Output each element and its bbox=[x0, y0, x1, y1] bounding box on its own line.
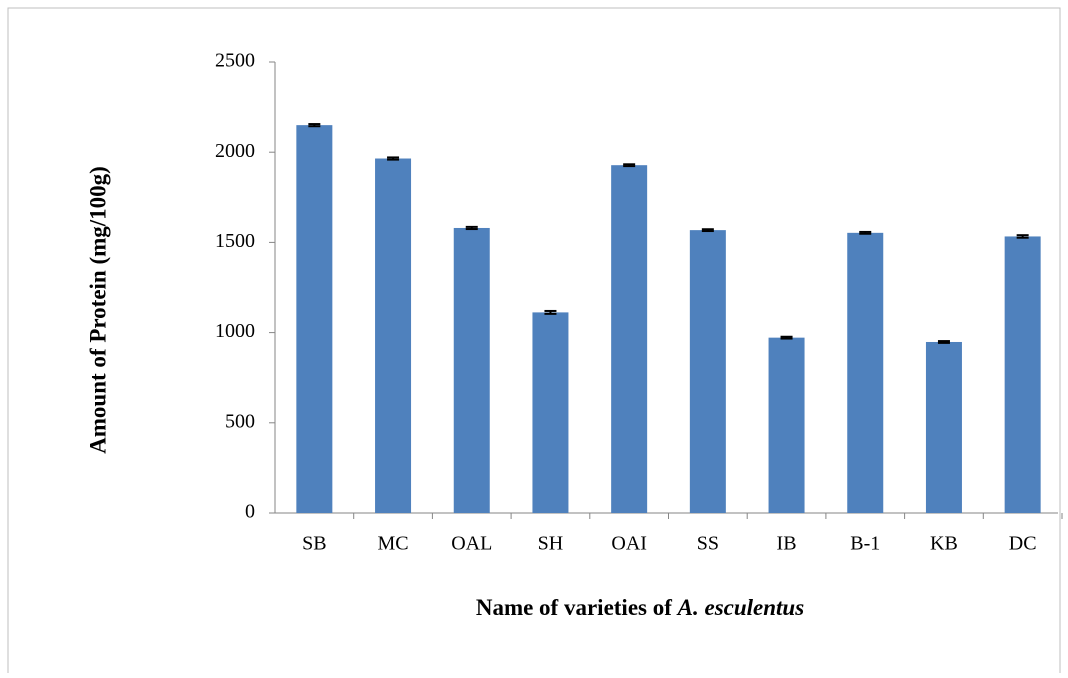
x-tick-label: OAI bbox=[611, 533, 647, 555]
x-axis-title: Name of varieties of A. esculentus bbox=[476, 595, 804, 620]
bar bbox=[611, 165, 648, 514]
x-axis-title-part: Name of varieties of bbox=[476, 595, 678, 620]
y-tick-label: 1000 bbox=[215, 320, 255, 342]
x-tick-label: SH bbox=[538, 533, 564, 555]
bar bbox=[689, 230, 726, 513]
error-bar bbox=[1016, 234, 1029, 239]
x-tick-label: SS bbox=[697, 533, 719, 555]
bar bbox=[925, 341, 962, 513]
error-bar bbox=[859, 230, 872, 235]
bar bbox=[768, 337, 805, 513]
x-tick-label: B-1 bbox=[850, 533, 880, 555]
error-bar bbox=[780, 335, 793, 340]
x-tick-label: DC bbox=[1009, 533, 1037, 555]
y-axis-title: Amount of Protein (mg/100g) bbox=[85, 166, 110, 454]
chart-border bbox=[7, 7, 1061, 673]
y-tick-label: 2000 bbox=[215, 140, 255, 162]
bar bbox=[532, 312, 569, 513]
error-bar bbox=[387, 156, 400, 161]
y-tick-label: 2500 bbox=[215, 50, 255, 72]
error-bar bbox=[937, 340, 950, 344]
y-tick-label: 1500 bbox=[215, 230, 255, 252]
x-tick-label: IB bbox=[777, 533, 797, 555]
bar bbox=[453, 227, 490, 513]
x-tick-label: MC bbox=[377, 533, 408, 555]
error-bar bbox=[701, 228, 714, 233]
x-tick-label: KB bbox=[930, 533, 958, 555]
x-tick-label: SB bbox=[302, 533, 326, 555]
x-axis-title-part: A. esculentus bbox=[676, 595, 805, 620]
y-tick-label: 500 bbox=[225, 410, 255, 432]
error-bar bbox=[465, 225, 478, 231]
error-bar bbox=[623, 163, 636, 168]
bar bbox=[1004, 236, 1041, 514]
y-tick-label: 0 bbox=[245, 501, 255, 523]
error-bar bbox=[544, 309, 557, 315]
bar bbox=[375, 158, 412, 513]
error-bar bbox=[308, 123, 321, 128]
x-tick-label: OAL bbox=[451, 533, 492, 555]
bar bbox=[296, 125, 333, 513]
bar bbox=[847, 232, 884, 513]
